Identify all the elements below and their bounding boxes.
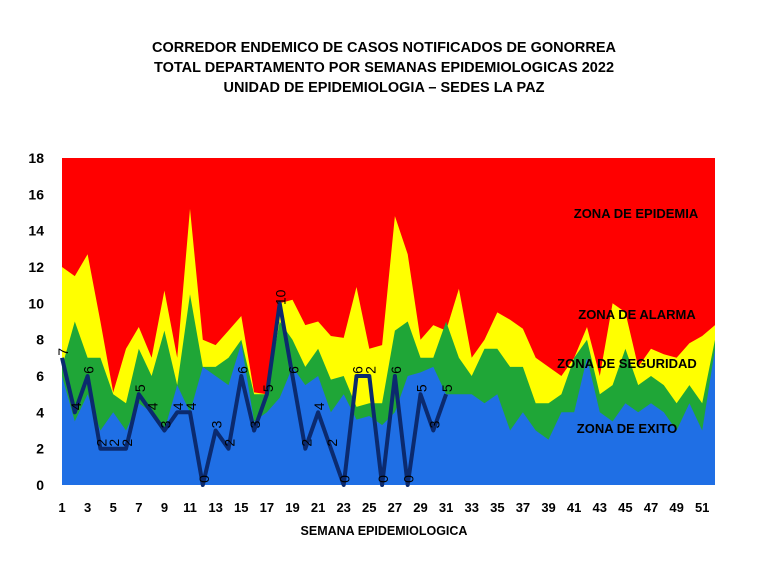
y-tick-label: 2: [36, 441, 44, 457]
x-tick-label: 5: [110, 500, 117, 515]
data-label: 3: [209, 420, 225, 428]
x-tick-label: 35: [490, 500, 504, 515]
data-label: 0: [401, 475, 417, 483]
data-label: 6: [388, 366, 404, 374]
zone-label-zona-de-exito: ZONA DE EXITO: [577, 421, 677, 436]
x-tick-label: 23: [336, 500, 350, 515]
data-label: 0: [196, 475, 212, 483]
data-label: 2: [324, 439, 340, 447]
data-label: 5: [414, 384, 430, 392]
x-tick-label: 45: [618, 500, 632, 515]
y-tick-label: 10: [28, 295, 44, 311]
data-label: 7: [55, 348, 71, 356]
data-label: 4: [170, 402, 186, 410]
x-tick-label: 47: [644, 500, 658, 515]
data-label: 3: [247, 420, 263, 428]
data-label: 2: [93, 439, 109, 447]
x-tick-label: 27: [388, 500, 402, 515]
zone-label-zona-de-alarma: ZONA DE ALARMA: [578, 307, 696, 322]
x-tick-label: 33: [464, 500, 478, 515]
zone-label-zona-de-seguridad: ZONA DE SEGURIDAD: [557, 356, 697, 371]
x-tick-label: 31: [439, 500, 453, 515]
y-tick-label: 6: [36, 368, 44, 384]
y-tick-label: 0: [36, 477, 44, 493]
x-tick-label: 15: [234, 500, 248, 515]
data-label: 3: [157, 420, 173, 428]
x-tick-label: 7: [135, 500, 142, 515]
data-label: 6: [234, 366, 250, 374]
data-label: 2: [298, 439, 314, 447]
data-label: 3: [426, 420, 442, 428]
x-tick-label: 3: [84, 500, 91, 515]
y-tick-label: 14: [28, 223, 44, 239]
x-tick-label: 13: [208, 500, 222, 515]
data-label: 6: [285, 366, 301, 374]
x-tick-label: 29: [413, 500, 427, 515]
x-tick-label: 41: [567, 500, 581, 515]
x-tick-label: 1: [58, 500, 65, 515]
x-tick-label: 9: [161, 500, 168, 515]
observed-cases-line: [60, 301, 448, 487]
chart-title-line-1: CORREDOR ENDEMICO DE CASOS NOTIFICADOS D…: [151, 40, 617, 56]
data-label: 5: [260, 384, 276, 392]
data-label: 5: [439, 384, 455, 392]
data-label: 2: [362, 366, 378, 374]
data-label: 0: [375, 475, 391, 483]
x-tick-label: 19: [285, 500, 299, 515]
data-label: 4: [68, 402, 84, 410]
data-label: 6: [81, 366, 97, 374]
y-tick-label: 12: [28, 259, 44, 275]
y-tick-label: 8: [36, 332, 44, 348]
x-tick-label: 25: [362, 500, 376, 515]
x-tick-label: 21: [311, 500, 325, 515]
data-label: 4: [145, 402, 161, 410]
x-tick-label: 39: [541, 500, 555, 515]
chart-title: CORREDOR ENDEMICO DE CASOS NOTIFICADOS D…: [0, 38, 768, 98]
x-tick-label: 11: [183, 500, 197, 515]
chart-title-line-3: UNIDAD DE EPIDEMIOLOGIA – SEDES LA PAZ: [223, 80, 545, 96]
x-tick-label: 17: [260, 500, 274, 515]
area-zona-de-exito: [62, 343, 715, 485]
data-label: 6: [349, 366, 365, 374]
data-label: 5: [132, 384, 148, 392]
x-tick-label: 51: [695, 500, 709, 515]
y-tick-label: 16: [28, 186, 44, 202]
x-axis-label: SEMANA EPIDEMIOLOGICA: [300, 524, 468, 538]
data-label: 2: [221, 439, 237, 447]
zone-label-zona-de-epidemia: ZONA DE EPIDEMIA: [574, 206, 699, 221]
data-label: 4: [183, 402, 199, 410]
x-tick-label: 49: [669, 500, 683, 515]
x-tick-label: 37: [516, 500, 530, 515]
data-label: 4: [311, 402, 327, 410]
data-label: 2: [119, 439, 135, 447]
data-label: 2: [106, 439, 122, 447]
data-label: 0: [337, 475, 353, 483]
y-tick-label: 18: [28, 150, 44, 166]
x-tick-label: 43: [593, 500, 607, 515]
y-tick-label: 4: [36, 404, 44, 420]
data-label: 10: [273, 289, 289, 305]
chart-title-line-2: TOTAL DEPARTAMENTO POR SEMANAS EPIDEMIOL…: [153, 60, 615, 76]
